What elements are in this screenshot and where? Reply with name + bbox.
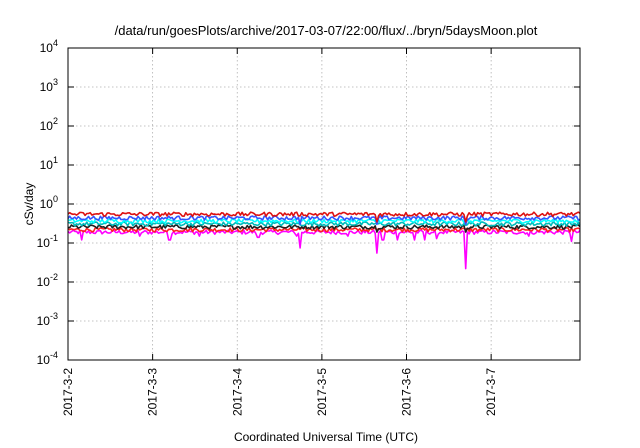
y-tick-label: 102 xyxy=(40,116,58,133)
y-tick-label: 103 xyxy=(40,77,58,94)
series-line-0 xyxy=(67,229,581,270)
y-tick-label: 10-4 xyxy=(37,350,58,367)
series-line-2 xyxy=(67,224,581,233)
x-axis-label: Coordinated Universal Time (UTC) xyxy=(234,430,418,444)
y-tick-label: 100 xyxy=(40,194,58,211)
series-line-4 xyxy=(67,218,581,224)
y-axis: 10-4 10-3 10-2 10-1 100 101 102 103 104 xyxy=(37,38,580,367)
y-tick-label: 10-2 xyxy=(37,272,58,289)
x-tick-label: 2017-3-2 xyxy=(61,368,75,416)
x-tick-label: 2017-3-4 xyxy=(230,368,244,416)
x-tick-label: 2017-3-3 xyxy=(146,368,160,416)
y-tick-label: 10-3 xyxy=(37,311,58,328)
y-tick-label: 10-1 xyxy=(37,233,58,250)
y-tick-label: 101 xyxy=(40,155,58,172)
x-tick-label: 2017-3-7 xyxy=(484,368,498,416)
series-line-3 xyxy=(67,221,581,227)
x-tick-label: 2017-3-6 xyxy=(400,368,414,416)
series-group xyxy=(67,211,581,270)
x-axis: 2017-3-2 2017-3-3 2017-3-4 2017-3-5 2017-3-6… xyxy=(61,48,498,416)
chart-title: /data/run/goesPlots/archive/2017-03-07/2… xyxy=(115,23,538,38)
series-line-5 xyxy=(67,215,581,226)
y-tick-label: 104 xyxy=(40,38,58,55)
series-line-6 xyxy=(67,211,581,223)
grid xyxy=(68,48,580,360)
y-axis-label: cSv/day xyxy=(22,183,36,226)
x-tick-label: 2017-3-5 xyxy=(315,368,329,416)
